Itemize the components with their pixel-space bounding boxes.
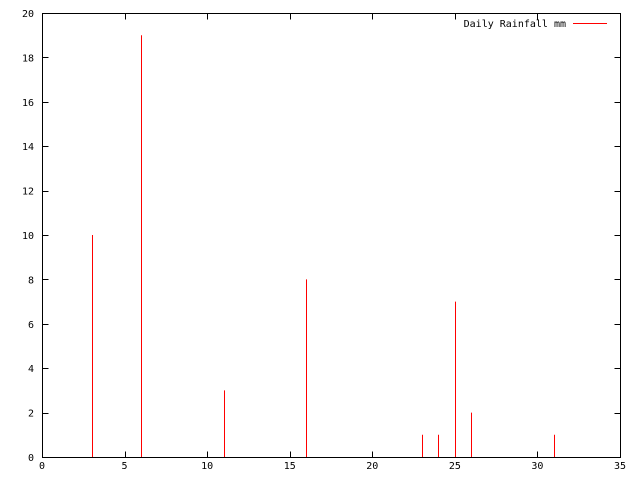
x-tick-label: 25	[449, 461, 461, 472]
x-tick-label: 15	[284, 461, 296, 472]
legend: Daily Rainfall mm	[464, 19, 607, 30]
y-tick-label: 4	[28, 364, 34, 375]
y-tick-label: 10	[22, 231, 34, 242]
x-tick-label: 5	[122, 461, 128, 472]
plot-border	[42, 13, 621, 458]
axis-ticks	[42, 13, 621, 458]
x-tick-labels: 0 5 10 15 20 25 30 35	[39, 461, 626, 472]
y-tick-label: 8	[28, 275, 34, 286]
x-tick-label: 10	[201, 461, 213, 472]
y-tick-label: 18	[22, 53, 34, 64]
y-tick-labels: 0 2 4 6 8 10 12 14 16 18 20	[22, 9, 34, 464]
legend-label: Daily Rainfall mm	[464, 19, 566, 30]
impulse-bars	[92, 35, 555, 457]
y-tick-label: 0	[28, 453, 34, 464]
y-tick-label: 12	[22, 187, 34, 198]
y-tick-label: 14	[22, 142, 34, 153]
x-tick-label: 35	[614, 461, 626, 472]
x-tick-label: 30	[531, 461, 543, 472]
y-tick-label: 2	[28, 409, 34, 420]
y-tick-label: 20	[22, 9, 34, 20]
x-tick-label: 20	[366, 461, 378, 472]
x-tick-label: 0	[39, 461, 45, 472]
y-tick-label: 16	[22, 98, 34, 109]
y-tick-label: 6	[28, 320, 34, 331]
